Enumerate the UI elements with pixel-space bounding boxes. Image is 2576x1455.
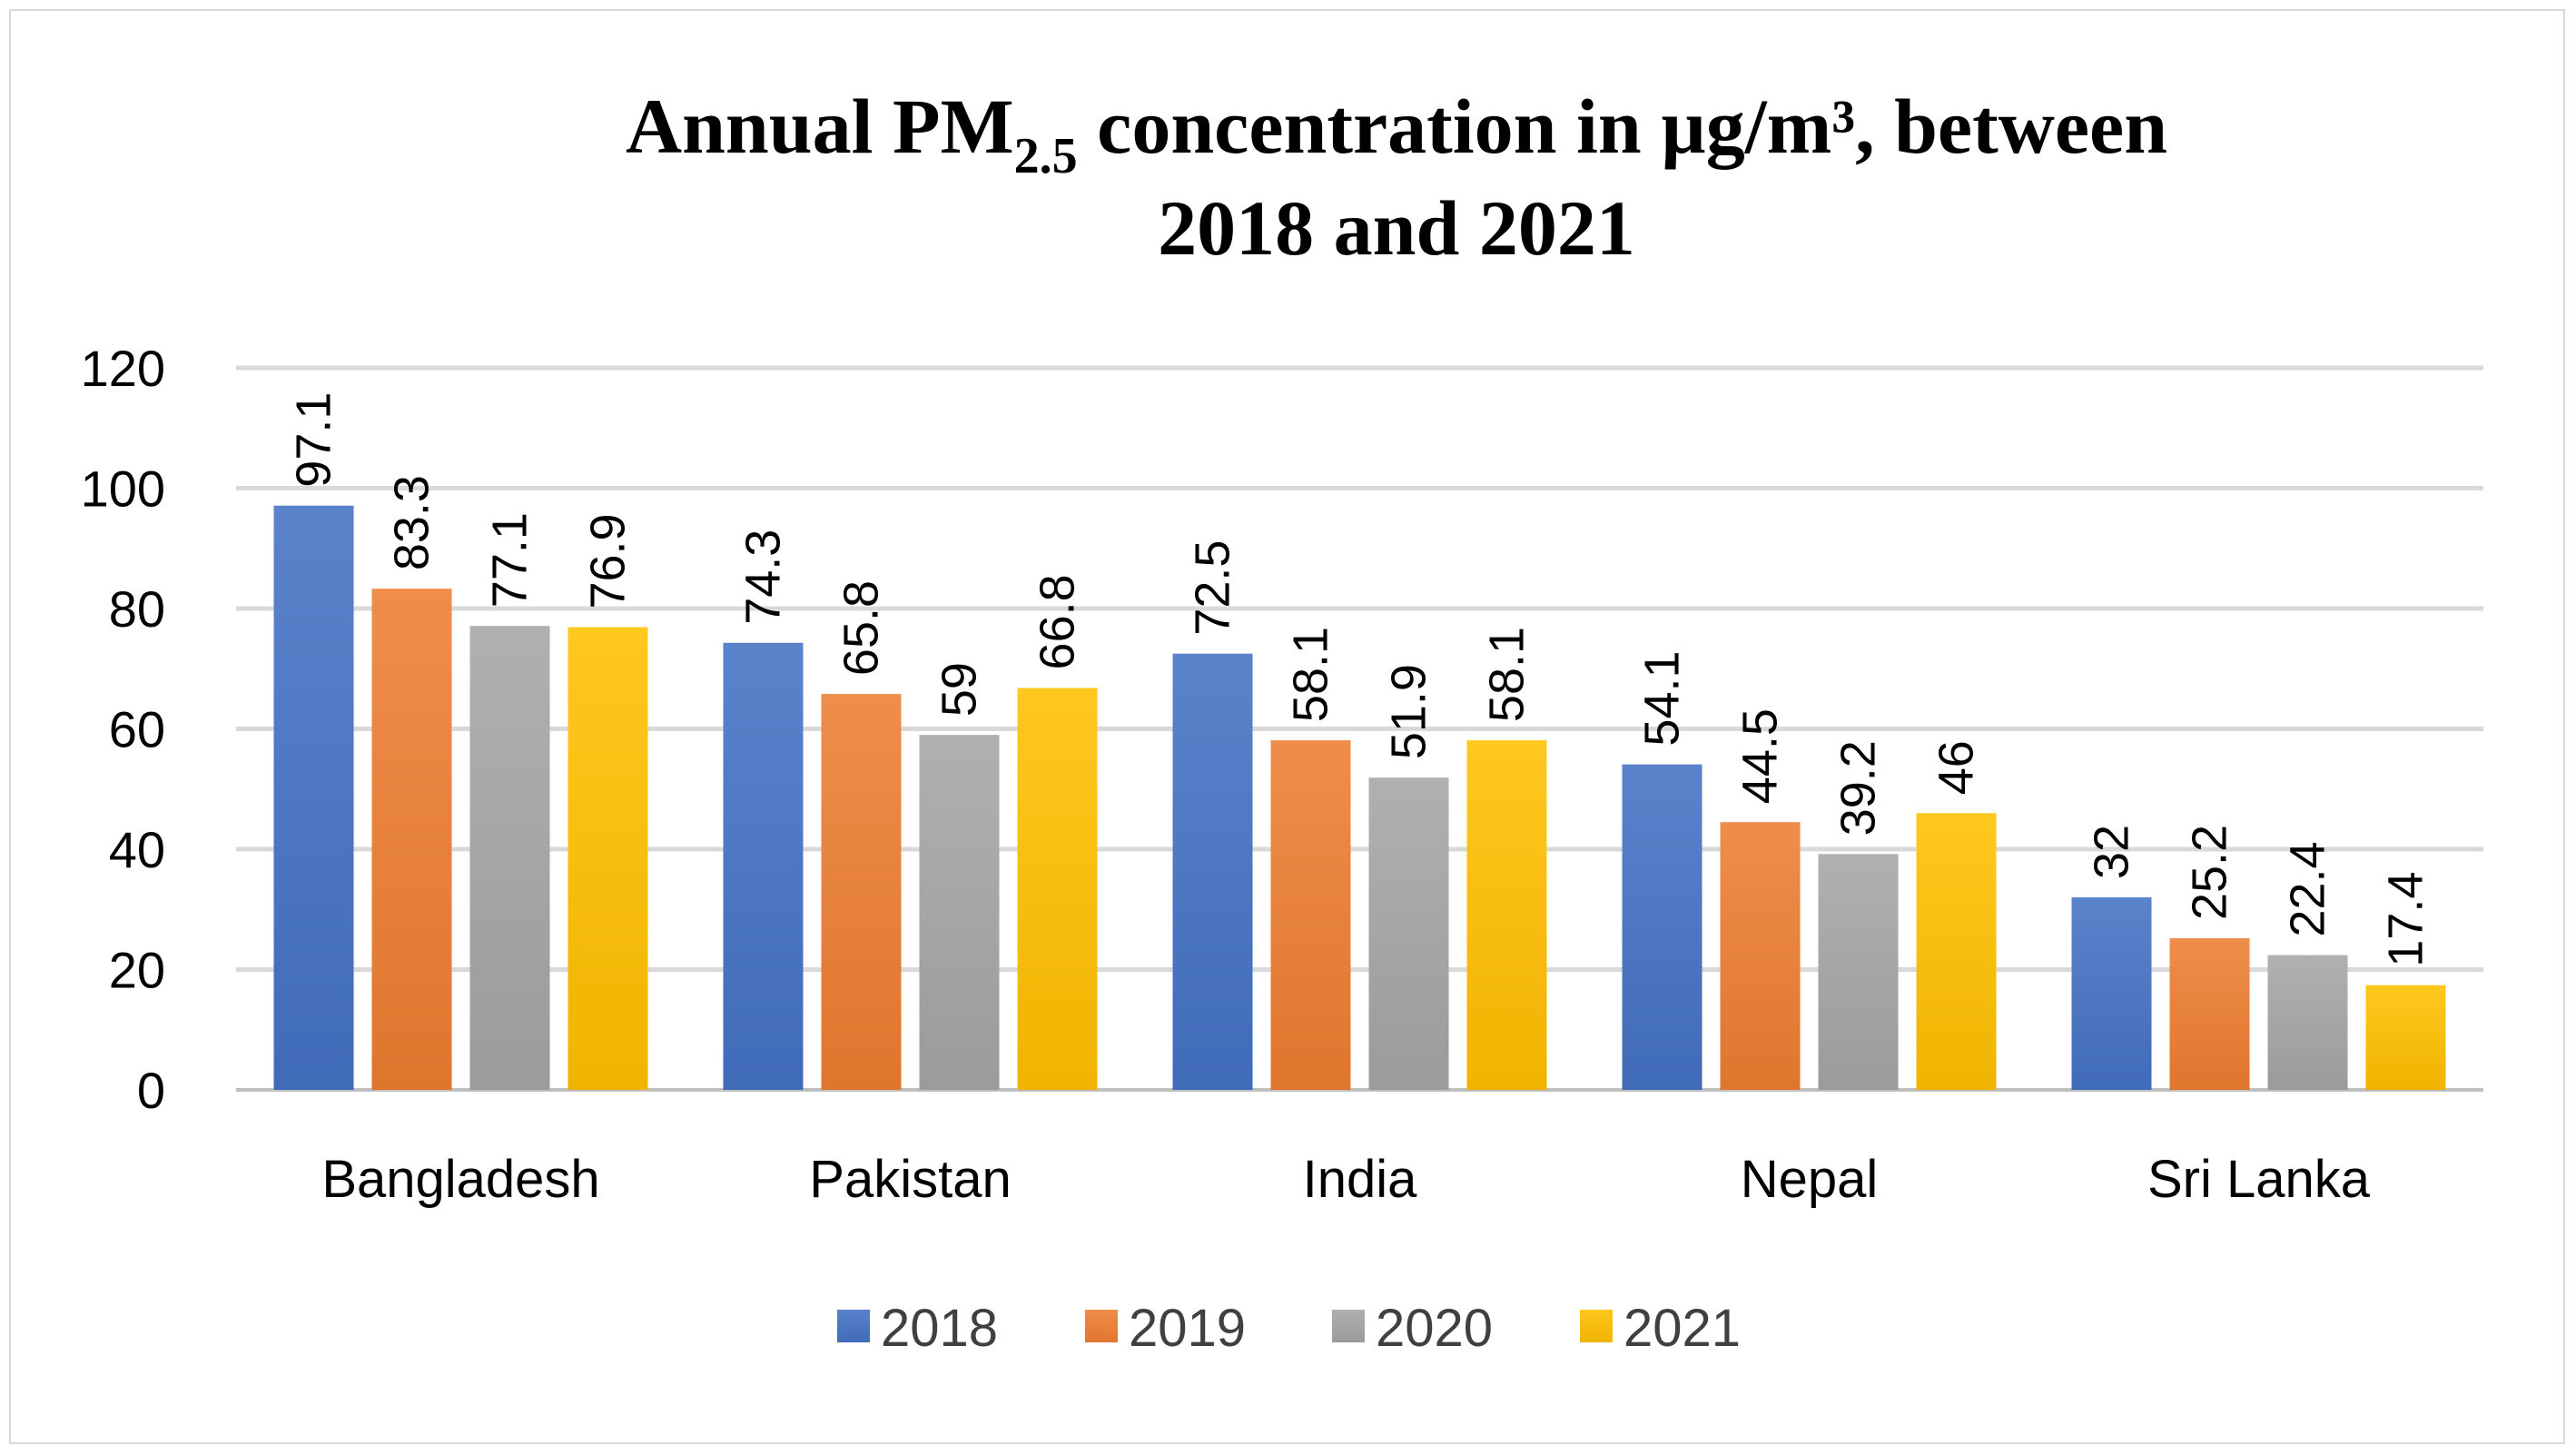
legend-label-2018: 2018 [881,1299,998,1358]
data-label: 72.5 [1186,540,1240,636]
bar-sri-lanka-2019 [2169,938,2250,1090]
chart-title-line2: 2018 and 2021 [1158,184,1635,272]
category-label: Sri Lanka [2147,1150,2371,1209]
legend-swatch-2021 [1580,1310,1613,1342]
y-tick-label: 120 [81,340,165,397]
data-label: 74.3 [736,530,791,625]
legend-label-2021: 2021 [1624,1299,1741,1358]
data-label: 65.8 [834,580,889,676]
data-label: 77.1 [483,512,538,608]
category-label: India [1303,1150,1418,1209]
bar-india-2018 [1172,653,1253,1090]
data-label: 51.9 [1382,664,1436,759]
bar-sri-lanka-2021 [2365,985,2446,1090]
legend-swatch-2018 [837,1310,870,1342]
data-label: 46 [1930,740,1984,795]
y-tick-label: 40 [109,821,165,878]
chart-title-main: Annual PM [626,83,1014,170]
data-label: 25.2 [2183,825,2237,920]
bar-bangladesh-2019 [371,589,452,1090]
bar-india-2021 [1466,740,1547,1090]
data-label: 39.2 [1831,740,1886,836]
legend-label-2019: 2019 [1129,1299,1246,1358]
data-label: 83.3 [385,475,439,570]
bar-india-2020 [1368,777,1449,1090]
bar-nepal-2020 [1818,854,1899,1090]
bar-pakistan-2018 [723,642,804,1090]
bar-pakistan-2020 [919,735,1000,1090]
category-label: Nepal [1741,1150,1879,1209]
data-label: 22.4 [2281,841,2335,936]
category-label: Bangladesh [321,1150,599,1209]
bar-bangladesh-2021 [568,627,648,1090]
chart-title-rest: concentration in µg/m³, between [1078,83,2167,170]
legend-swatch-2020 [1332,1310,1365,1342]
data-label: 54.1 [1635,650,1690,746]
data-label: 44.5 [1733,708,1788,804]
data-label: 59 [933,662,987,717]
chart-title: Annual PM2.5 concentration in µg/m³, bet… [626,83,2167,184]
data-label: 76.9 [581,513,636,609]
y-tick-label: 60 [109,701,165,758]
bar-nepal-2021 [1916,813,1997,1090]
data-label: 58.1 [1284,627,1338,722]
data-label: 97.1 [287,392,341,488]
bar-pakistan-2021 [1017,688,1098,1090]
y-tick-label: 0 [137,1062,165,1119]
y-tick-label: 80 [109,580,165,638]
chart-title-subscript: 2.5 [1014,128,1078,184]
bar-bangladesh-2018 [273,505,354,1090]
bar-bangladesh-2020 [469,626,550,1090]
bar-india-2019 [1270,740,1351,1090]
data-label: 58.1 [1480,627,1535,722]
data-label: 66.8 [1031,574,1085,669]
bar-nepal-2018 [1622,764,1703,1090]
y-tick-label: 20 [109,942,165,999]
y-tick-label: 100 [81,460,165,518]
chart-frame [9,9,2565,1444]
bar-sri-lanka-2018 [2071,897,2152,1090]
legend-label-2020: 2020 [1376,1299,1493,1358]
bar-pakistan-2019 [821,694,902,1090]
legend-swatch-2019 [1085,1310,1118,1342]
data-label: 32 [2085,825,2139,879]
category-label: Pakistan [809,1150,1011,1209]
bar-nepal-2019 [1720,822,1801,1090]
bar-sri-lanka-2020 [2267,955,2348,1090]
data-label: 17.4 [2379,872,2433,967]
